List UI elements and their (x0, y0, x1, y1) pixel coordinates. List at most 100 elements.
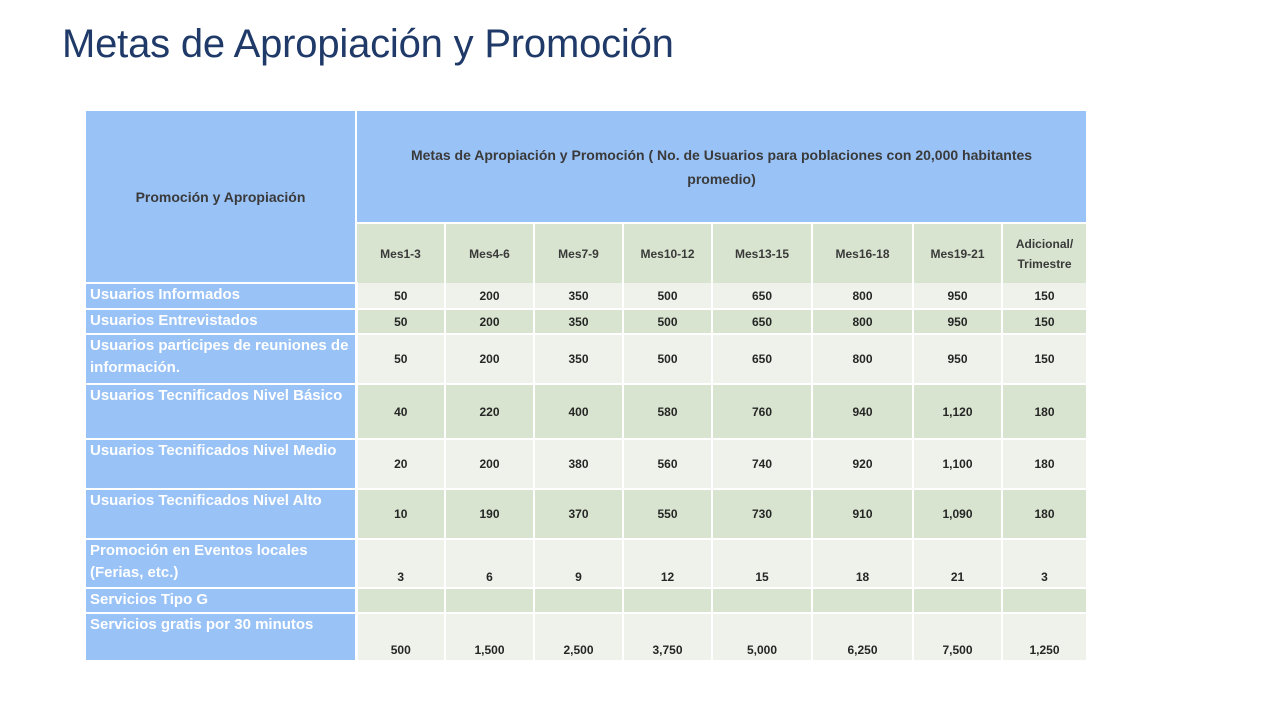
table-cell: 760 (712, 384, 813, 440)
table-cell: 950 (913, 283, 1003, 310)
table-cell: 15 (712, 539, 813, 589)
table-cell: 550 (623, 489, 713, 540)
table-cell: 40 (356, 384, 446, 440)
table-row: Promoción en Eventos locales (Ferias, et… (86, 539, 1089, 589)
table-cell: 920 (812, 439, 914, 490)
table-cell: 2,500 (534, 613, 624, 662)
table-cell: 3,750 (623, 613, 713, 662)
table-cell: 350 (534, 334, 624, 385)
table-row: Servicios gratis por 30 minutos 500 1,500 2… (86, 613, 1089, 662)
table-cell: 180 (1002, 489, 1089, 540)
table-cell (812, 588, 914, 614)
table-cell: 1,250 (1002, 613, 1089, 662)
column-header: Mes19-21 (913, 223, 1003, 283)
table-cell: 150 (1002, 334, 1089, 385)
table-cell: 150 (1002, 309, 1089, 335)
table-cell: 50 (356, 309, 446, 335)
row-label: Usuarios Tecnificados Nivel Alto (86, 489, 358, 540)
table-cell: 200 (445, 439, 535, 490)
table-cell: 950 (913, 334, 1003, 385)
table-cell: 940 (812, 384, 914, 440)
corner-header: Promoción y Apropiación (86, 111, 357, 284)
table-row: Usuarios Informados 50 200 350 500 650 800 950 1… (86, 283, 1089, 310)
table-cell: 10 (356, 489, 446, 540)
slide-title: Metas de Apropiación y Promoción (62, 22, 674, 66)
table-cell: 950 (913, 309, 1003, 335)
table-cell: 500 (623, 334, 713, 385)
table-cell: 9 (534, 539, 624, 589)
table-cell (1002, 588, 1089, 614)
table-cell: 5,000 (712, 613, 813, 662)
table-cell: 650 (712, 309, 813, 335)
column-header: Mes7-9 (534, 223, 624, 283)
table-cell (712, 588, 813, 614)
table-cell: 380 (534, 439, 624, 490)
row-label: Usuarios Tecnificados Nivel Básico (86, 384, 358, 440)
table-cell: 500 (356, 613, 446, 662)
column-header: Mes4-6 (445, 223, 535, 283)
table-cell: 200 (445, 334, 535, 385)
table-cell: 200 (445, 309, 535, 335)
table-cell (913, 588, 1003, 614)
table-cell: 1,100 (913, 439, 1003, 490)
column-header: Mes13-15 (712, 223, 813, 283)
column-header: Mes10-12 (623, 223, 713, 283)
table-cell: 800 (812, 283, 914, 310)
table-cell: 180 (1002, 439, 1089, 490)
table-row: Usuarios participes de reuniones de info… (86, 334, 1089, 385)
header-row-months: Mes1-3 Mes4-6 Mes7-9 Mes10-12 Mes13-15 Mes16-… (86, 223, 1089, 283)
table-row: Usuarios Tecnificados Nivel Medio 20 200 38… (86, 439, 1089, 490)
table-cell: 6 (445, 539, 535, 589)
table-cell: 650 (712, 334, 813, 385)
table-cell: 7,500 (913, 613, 1003, 662)
row-label: Promoción en Eventos locales (Ferias, et… (86, 539, 358, 589)
table-cell (534, 588, 624, 614)
table-cell: 3 (1002, 539, 1089, 589)
table-cell: 18 (812, 539, 914, 589)
main-header: Metas de Apropiación y Promoción ( No. d… (356, 111, 1089, 224)
table-cell: 800 (812, 309, 914, 335)
table-cell: 910 (812, 489, 914, 540)
column-header: Mes16-18 (812, 223, 914, 283)
table-cell: 50 (356, 334, 446, 385)
table-cell: 20 (356, 439, 446, 490)
table-cell: 1,120 (913, 384, 1003, 440)
table-cell: 220 (445, 384, 535, 440)
row-label: Usuarios Entrevistados (86, 309, 358, 335)
table-cell: 6,250 (812, 613, 914, 662)
table-row: Usuarios Tecnificados Nivel Básico 40 220 4… (86, 384, 1089, 440)
table-cell: 740 (712, 439, 813, 490)
table-cell: 350 (534, 283, 624, 310)
table-cell: 50 (356, 283, 446, 310)
column-header: Mes1-3 (356, 223, 446, 283)
table-row: Usuarios Entrevistados 50 200 350 500 650 800 9… (86, 309, 1089, 335)
table-cell: 400 (534, 384, 624, 440)
table-cell: 12 (623, 539, 713, 589)
table-cell: 560 (623, 439, 713, 490)
column-header: Adicional/ Trimestre (1002, 223, 1089, 283)
table-cell: 200 (445, 283, 535, 310)
table-cell: 800 (812, 334, 914, 385)
table-row: Usuarios Tecnificados Nivel Alto 10 190 370… (86, 489, 1089, 540)
table-cell: 3 (356, 539, 446, 589)
table-cell: 370 (534, 489, 624, 540)
table-cell: 1,500 (445, 613, 535, 662)
table-cell (623, 588, 713, 614)
table-cell (356, 588, 446, 614)
table-cell: 500 (623, 283, 713, 310)
table-cell: 500 (623, 309, 713, 335)
table-body: Usuarios Informados 50 200 350 500 650 800 950 1… (86, 283, 1089, 662)
table-cell: 650 (712, 283, 813, 310)
table-cell: 350 (534, 309, 624, 335)
table-cell: 190 (445, 489, 535, 540)
row-label: Servicios Tipo G (86, 588, 358, 614)
table-cell: 580 (623, 384, 713, 440)
table-cell (445, 588, 535, 614)
table-cell: 1,090 (913, 489, 1003, 540)
row-label: Usuarios participes de reuniones de info… (86, 334, 358, 385)
table-row: Servicios Tipo G (86, 588, 1089, 614)
goals-table: Promoción y Apropiación Metas de Apropia… (86, 111, 1089, 662)
row-label: Usuarios Informados (86, 283, 358, 310)
table-cell: 730 (712, 489, 813, 540)
